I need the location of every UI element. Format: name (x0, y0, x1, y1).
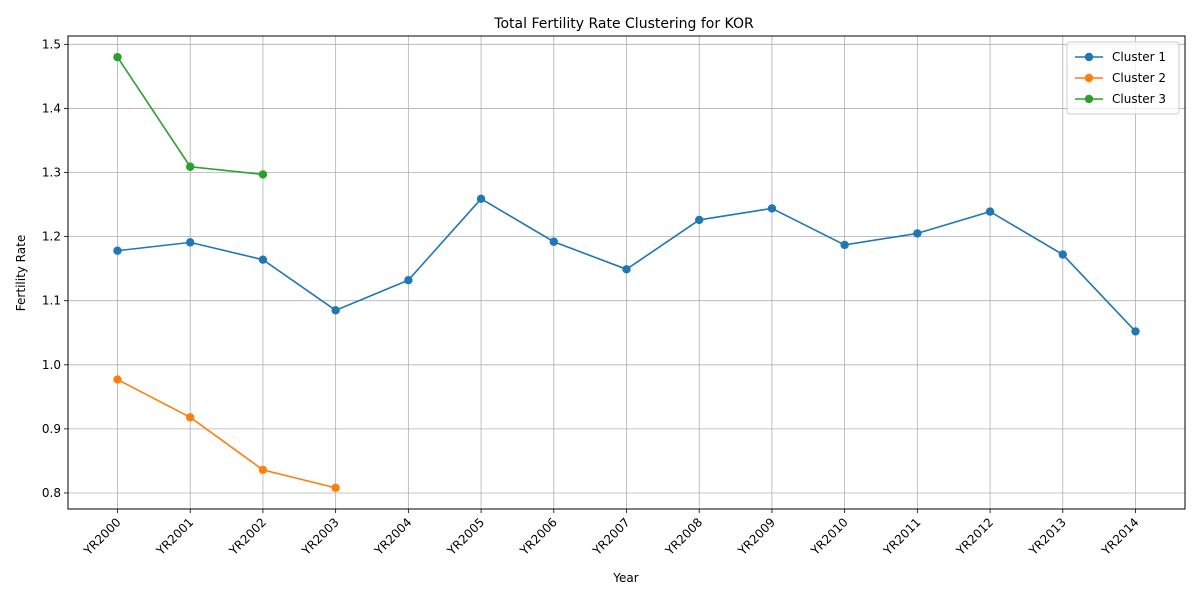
data-point (913, 229, 922, 238)
data-point (1131, 327, 1140, 336)
data-point (476, 194, 486, 203)
series-layer (113, 52, 1140, 493)
y-tick-label: 0.8 (42, 486, 61, 500)
data-point (1058, 250, 1067, 259)
y-tick-label: 1.5 (42, 37, 61, 51)
data-point (331, 483, 340, 493)
data-point (186, 413, 195, 422)
y-tick-label: 1.1 (42, 294, 61, 308)
legend-swatch-marker (1084, 73, 1094, 83)
grid (68, 36, 1185, 509)
legend-item: Cluster 2 (1075, 71, 1166, 85)
data-point (767, 204, 777, 213)
data-point (113, 246, 122, 255)
y-tick-label: 1.3 (42, 166, 61, 180)
y-axis-ticks: 0.8 0.9 1.0 1.1 1.2 1.3 1.4 1.5 (42, 37, 68, 500)
series-1 (113, 194, 1140, 336)
legend-box (1066, 41, 1180, 115)
data-point (258, 170, 268, 179)
chart-title: Total Fertility Rate Clustering for KOR (493, 16, 754, 32)
data-point (258, 465, 268, 475)
data-point (331, 306, 340, 315)
legend-label: Cluster 3 (1112, 92, 1166, 106)
series-2 (113, 375, 340, 493)
legend-label: Cluster 1 (1112, 50, 1166, 64)
legend-swatch-marker (1084, 52, 1094, 62)
y-tick-label: 1.2 (42, 230, 61, 244)
y-tick-label: 1.4 (42, 101, 61, 115)
legend-swatch-marker (1084, 94, 1094, 104)
data-point (622, 265, 631, 274)
data-point (186, 162, 195, 171)
legend-item: Cluster 1 (1075, 50, 1166, 64)
data-point (258, 255, 268, 264)
x-axis-label: Year (612, 571, 638, 585)
series-line (117, 378, 336, 489)
data-point (695, 215, 704, 225)
data-point (549, 237, 558, 246)
data-point (985, 207, 995, 216)
data-point (840, 240, 849, 250)
data-point (113, 52, 122, 62)
y-axis-label: Fertility Rate (14, 235, 28, 311)
data-point (186, 238, 195, 247)
data-point (404, 275, 413, 285)
data-point (113, 375, 122, 384)
y-tick-label: 1.0 (42, 358, 61, 372)
series-3 (113, 52, 268, 179)
y-tick-label: 0.9 (42, 422, 61, 436)
legend-label: Cluster 2 (1112, 71, 1166, 85)
legend: Cluster 1 Cluster 2 Cluster 3 (1066, 41, 1180, 115)
legend-item: Cluster 3 (1075, 92, 1166, 106)
